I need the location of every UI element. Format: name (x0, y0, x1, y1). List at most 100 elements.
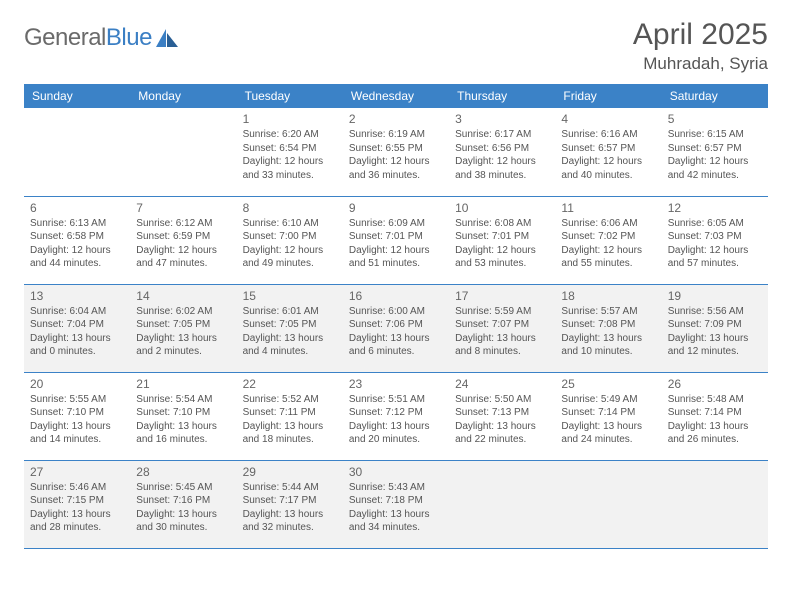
day-cell: 30Sunrise: 5:43 AMSunset: 7:18 PMDayligh… (343, 460, 449, 548)
day-cell: 3Sunrise: 6:17 AMSunset: 6:56 PMDaylight… (449, 108, 555, 196)
month-title: April 2025 (633, 18, 768, 52)
sunset-text: Sunset: 7:05 PM (136, 318, 230, 332)
daylight-text: Daylight: 13 hours and 0 minutes. (30, 332, 124, 359)
day-number: 2 (349, 112, 443, 126)
day-number: 28 (136, 465, 230, 479)
daylight-text: Daylight: 12 hours and 38 minutes. (455, 155, 549, 182)
logo-sail-icon (156, 29, 178, 47)
day-cell: 21Sunrise: 5:54 AMSunset: 7:10 PMDayligh… (130, 372, 236, 460)
day-number: 10 (455, 201, 549, 215)
day-header: Monday (130, 84, 236, 108)
sunrise-text: Sunrise: 5:56 AM (668, 305, 762, 319)
daylight-text: Daylight: 13 hours and 34 minutes. (349, 508, 443, 535)
sunset-text: Sunset: 7:12 PM (349, 406, 443, 420)
day-number: 12 (668, 201, 762, 215)
sunset-text: Sunset: 7:06 PM (349, 318, 443, 332)
sunset-text: Sunset: 6:59 PM (136, 230, 230, 244)
daylight-text: Daylight: 13 hours and 26 minutes. (668, 420, 762, 447)
sunrise-text: Sunrise: 6:19 AM (349, 128, 443, 142)
week-row: 13Sunrise: 6:04 AMSunset: 7:04 PMDayligh… (24, 284, 768, 372)
daylight-text: Daylight: 12 hours and 55 minutes. (561, 244, 655, 271)
day-cell: 8Sunrise: 6:10 AMSunset: 7:00 PMDaylight… (237, 196, 343, 284)
day-cell: 22Sunrise: 5:52 AMSunset: 7:11 PMDayligh… (237, 372, 343, 460)
day-cell: 26Sunrise: 5:48 AMSunset: 7:14 PMDayligh… (662, 372, 768, 460)
day-header-row: SundayMondayTuesdayWednesdayThursdayFrid… (24, 84, 768, 108)
sunset-text: Sunset: 6:54 PM (243, 142, 337, 156)
daylight-text: Daylight: 13 hours and 24 minutes. (561, 420, 655, 447)
sunset-text: Sunset: 7:03 PM (668, 230, 762, 244)
sunrise-text: Sunrise: 6:20 AM (243, 128, 337, 142)
calendar-table: SundayMondayTuesdayWednesdayThursdayFrid… (24, 84, 768, 549)
day-cell: 18Sunrise: 5:57 AMSunset: 7:08 PMDayligh… (555, 284, 661, 372)
location: Muhradah, Syria (633, 54, 768, 74)
sunset-text: Sunset: 6:58 PM (30, 230, 124, 244)
day-cell: 20Sunrise: 5:55 AMSunset: 7:10 PMDayligh… (24, 372, 130, 460)
day-number: 7 (136, 201, 230, 215)
logo-text-blue: Blue (106, 24, 152, 51)
sunset-text: Sunset: 6:57 PM (668, 142, 762, 156)
day-cell (555, 460, 661, 548)
title-block: April 2025 Muhradah, Syria (633, 18, 768, 74)
day-number: 27 (30, 465, 124, 479)
day-number: 23 (349, 377, 443, 391)
day-header: Thursday (449, 84, 555, 108)
day-cell: 4Sunrise: 6:16 AMSunset: 6:57 PMDaylight… (555, 108, 661, 196)
sunset-text: Sunset: 7:17 PM (243, 494, 337, 508)
sunrise-text: Sunrise: 6:13 AM (30, 217, 124, 231)
sunrise-text: Sunrise: 5:55 AM (30, 393, 124, 407)
sunset-text: Sunset: 6:55 PM (349, 142, 443, 156)
day-number: 26 (668, 377, 762, 391)
day-header: Sunday (24, 84, 130, 108)
sunrise-text: Sunrise: 5:57 AM (561, 305, 655, 319)
day-number: 5 (668, 112, 762, 126)
sunset-text: Sunset: 6:57 PM (561, 142, 655, 156)
daylight-text: Daylight: 13 hours and 14 minutes. (30, 420, 124, 447)
sunset-text: Sunset: 7:10 PM (30, 406, 124, 420)
sunrise-text: Sunrise: 6:16 AM (561, 128, 655, 142)
logo: GeneralBlue (24, 24, 178, 52)
day-header: Tuesday (237, 84, 343, 108)
day-cell: 6Sunrise: 6:13 AMSunset: 6:58 PMDaylight… (24, 196, 130, 284)
header: GeneralBlue April 2025 Muhradah, Syria (24, 18, 768, 74)
daylight-text: Daylight: 12 hours and 57 minutes. (668, 244, 762, 271)
sunset-text: Sunset: 7:01 PM (349, 230, 443, 244)
day-number: 21 (136, 377, 230, 391)
daylight-text: Daylight: 12 hours and 36 minutes. (349, 155, 443, 182)
day-cell: 14Sunrise: 6:02 AMSunset: 7:05 PMDayligh… (130, 284, 236, 372)
day-cell: 5 Sunrise: 6:15 AMSunset: 6:57 PMDaylight… (662, 108, 768, 196)
sunset-text: Sunset: 7:10 PM (136, 406, 230, 420)
day-cell: 11Sunrise: 6:06 AMSunset: 7:02 PMDayligh… (555, 196, 661, 284)
day-cell: 23Sunrise: 5:51 AMSunset: 7:12 PMDayligh… (343, 372, 449, 460)
sunset-text: Sunset: 7:01 PM (455, 230, 549, 244)
daylight-text: Daylight: 12 hours and 49 minutes. (243, 244, 337, 271)
week-row: 27Sunrise: 5:46 AMSunset: 7:15 PMDayligh… (24, 460, 768, 548)
daylight-text: Daylight: 13 hours and 8 minutes. (455, 332, 549, 359)
day-cell: 10Sunrise: 6:08 AMSunset: 7:01 PMDayligh… (449, 196, 555, 284)
sunset-text: Sunset: 6:56 PM (455, 142, 549, 156)
day-header: Wednesday (343, 84, 449, 108)
day-cell: 16Sunrise: 6:00 AMSunset: 7:06 PMDayligh… (343, 284, 449, 372)
sunrise-text: Sunrise: 5:51 AM (349, 393, 443, 407)
daylight-text: Daylight: 12 hours and 33 minutes. (243, 155, 337, 182)
logo-text: GeneralBlue (24, 24, 152, 52)
day-cell: 2 Sunrise: 6:19 AMSunset: 6:55 PMDaylight… (343, 108, 449, 196)
daylight-text: Daylight: 13 hours and 12 minutes. (668, 332, 762, 359)
sunset-text: Sunset: 7:00 PM (243, 230, 337, 244)
sunrise-text: Sunrise: 6:04 AM (30, 305, 124, 319)
daylight-text: Daylight: 12 hours and 42 minutes. (668, 155, 762, 182)
sunrise-text: Sunrise: 6:15 AM (668, 128, 762, 142)
day-number: 22 (243, 377, 337, 391)
sunrise-text: Sunrise: 6:05 AM (668, 217, 762, 231)
week-row: 6 Sunrise: 6:13 AMSunset: 6:58 PM Daylight… (24, 196, 768, 284)
day-cell: 9Sunrise: 6:09 AMSunset: 7:01 PMDaylight… (343, 196, 449, 284)
sunrise-text: Sunrise: 6:00 AM (349, 305, 443, 319)
day-cell: 13Sunrise: 6:04 AMSunset: 7:04 PMDayligh… (24, 284, 130, 372)
sunset-text: Sunset: 7:11 PM (243, 406, 337, 420)
day-cell: 7Sunrise: 6:12 AMSunset: 6:59 PMDaylight… (130, 196, 236, 284)
day-number: 8 (243, 201, 337, 215)
day-cell: 17Sunrise: 5:59 AMSunset: 7:07 PMDayligh… (449, 284, 555, 372)
daylight-text: Daylight: 13 hours and 10 minutes. (561, 332, 655, 359)
day-number: 24 (455, 377, 549, 391)
day-number: 6 (30, 201, 124, 215)
day-number: 18 (561, 289, 655, 303)
